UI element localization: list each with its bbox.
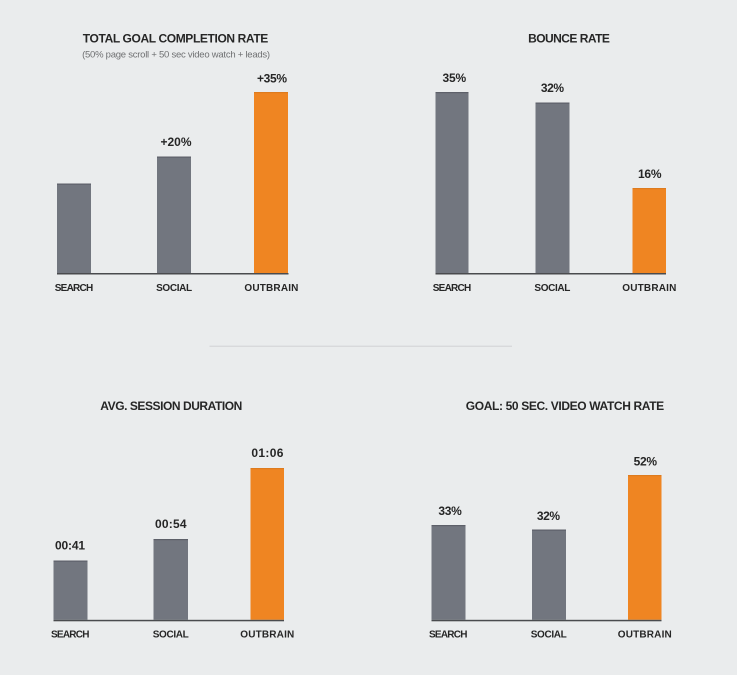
svg-text:OUTBRAIN: OUTBRAIN bbox=[244, 283, 298, 294]
svg-text:SOCIAL: SOCIAL bbox=[531, 630, 567, 641]
svg-text:SOCIAL: SOCIAL bbox=[156, 283, 192, 294]
svg-text:00:54: 00:54 bbox=[155, 517, 187, 531]
svg-text:00:41: 00:41 bbox=[55, 538, 85, 552]
svg-text:SOCIAL: SOCIAL bbox=[534, 283, 570, 294]
svg-text:33%: 33% bbox=[438, 504, 462, 518]
svg-text:32%: 32% bbox=[541, 81, 565, 95]
svg-text:TOTAL GOAL COMPLETION RATE: TOTAL GOAL COMPLETION RATE bbox=[83, 32, 268, 46]
svg-text:SOCIAL: SOCIAL bbox=[153, 630, 189, 641]
svg-text:SEARCH: SEARCH bbox=[429, 630, 468, 641]
svg-text:+35%: +35% bbox=[257, 71, 287, 85]
svg-text:GOAL: 50 SEC. VIDEO WATCH RATE: GOAL: 50 SEC. VIDEO WATCH RATE bbox=[466, 399, 664, 413]
svg-text:SEARCH: SEARCH bbox=[433, 283, 472, 294]
svg-text:OUTBRAIN: OUTBRAIN bbox=[622, 283, 676, 294]
svg-text:+20%: +20% bbox=[161, 135, 192, 149]
svg-text:(50% page scroll + 50 sec vide: (50% page scroll + 50 sec video watch + … bbox=[82, 50, 270, 61]
svg-text:BOUNCE RATE: BOUNCE RATE bbox=[528, 32, 610, 46]
svg-text:SEARCH: SEARCH bbox=[55, 283, 94, 294]
svg-text:SEARCH: SEARCH bbox=[51, 630, 90, 641]
svg-text:16%: 16% bbox=[638, 167, 662, 181]
svg-text:35%: 35% bbox=[442, 71, 466, 85]
svg-text:OUTBRAIN: OUTBRAIN bbox=[240, 630, 294, 641]
svg-text:32%: 32% bbox=[537, 509, 561, 523]
svg-text:AVG. SESSION DURATION: AVG. SESSION DURATION bbox=[100, 399, 242, 413]
svg-text:OUTBRAIN: OUTBRAIN bbox=[618, 630, 672, 641]
svg-text:01:06: 01:06 bbox=[251, 446, 283, 460]
svg-text:52%: 52% bbox=[634, 455, 658, 469]
